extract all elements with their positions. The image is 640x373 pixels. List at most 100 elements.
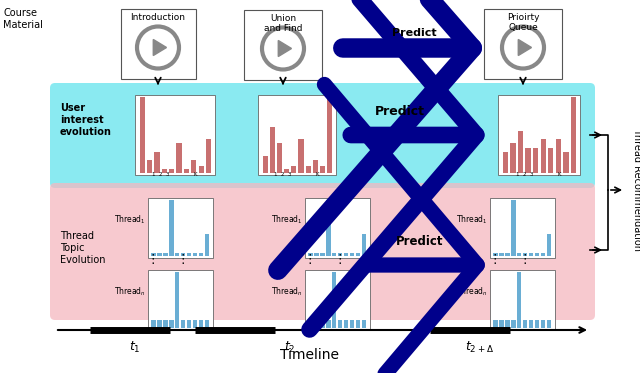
- Polygon shape: [278, 40, 291, 57]
- Text: $t_{2+\Delta}$: $t_{2+\Delta}$: [465, 340, 495, 355]
- Bar: [517, 253, 522, 256]
- Bar: [533, 148, 538, 173]
- Bar: [193, 253, 197, 256]
- Bar: [298, 139, 303, 173]
- Bar: [493, 253, 497, 256]
- Text: 1  2  3              K: 1 2 3 K: [516, 172, 562, 177]
- Bar: [269, 126, 275, 173]
- Bar: [529, 320, 534, 328]
- Bar: [547, 320, 552, 328]
- Polygon shape: [518, 40, 531, 56]
- Bar: [206, 139, 211, 173]
- Bar: [187, 253, 191, 256]
- Text: Predict: Predict: [392, 28, 436, 38]
- Bar: [511, 320, 515, 328]
- Bar: [362, 320, 366, 328]
- Bar: [198, 166, 204, 173]
- Bar: [147, 270, 212, 330]
- Bar: [151, 320, 156, 328]
- Bar: [326, 200, 330, 256]
- Bar: [199, 320, 204, 328]
- Bar: [181, 320, 186, 328]
- Bar: [541, 253, 545, 256]
- Text: Predict: Predict: [396, 235, 444, 248]
- Bar: [187, 320, 191, 328]
- Text: Union
and Find: Union and Find: [264, 14, 302, 34]
- Bar: [306, 166, 311, 173]
- Bar: [523, 320, 527, 328]
- Bar: [140, 97, 145, 173]
- Bar: [535, 320, 540, 328]
- Bar: [518, 131, 524, 173]
- Bar: [175, 272, 179, 328]
- Bar: [327, 97, 332, 173]
- Text: ⋮: ⋮: [489, 254, 501, 266]
- Bar: [499, 253, 504, 256]
- Text: Thread$_1$: Thread$_1$: [271, 214, 303, 226]
- Bar: [175, 253, 179, 256]
- Bar: [338, 253, 342, 256]
- Bar: [350, 320, 355, 328]
- Bar: [498, 95, 580, 175]
- Bar: [277, 144, 282, 173]
- Bar: [320, 166, 325, 173]
- Text: User
interest
evolution: User interest evolution: [60, 103, 112, 137]
- Bar: [356, 320, 360, 328]
- Bar: [511, 200, 515, 256]
- Bar: [154, 152, 159, 173]
- Bar: [284, 169, 289, 173]
- Bar: [541, 139, 546, 173]
- Bar: [529, 253, 534, 256]
- Bar: [510, 144, 516, 173]
- Bar: [193, 320, 197, 328]
- Bar: [314, 253, 319, 256]
- Bar: [163, 320, 168, 328]
- Bar: [157, 253, 161, 256]
- Text: Predict: Predict: [375, 105, 425, 118]
- Bar: [535, 253, 540, 256]
- Bar: [503, 152, 508, 173]
- Bar: [169, 200, 173, 256]
- Polygon shape: [153, 40, 166, 56]
- Text: Introduction: Introduction: [131, 13, 186, 22]
- Bar: [320, 320, 324, 328]
- Text: $t_2$: $t_2$: [284, 340, 296, 355]
- Bar: [338, 320, 342, 328]
- Bar: [362, 234, 366, 256]
- Bar: [205, 234, 209, 256]
- Bar: [199, 253, 204, 256]
- Bar: [350, 253, 355, 256]
- Text: Prioirty
Queue: Prioirty Queue: [507, 13, 540, 32]
- Bar: [517, 272, 522, 328]
- Text: ⋮: ⋮: [519, 254, 531, 266]
- Text: ⋮: ⋮: [177, 254, 189, 266]
- Text: 1  2  3              K: 1 2 3 K: [275, 172, 320, 177]
- Bar: [205, 320, 209, 328]
- Text: ⋮: ⋮: [304, 254, 316, 266]
- Bar: [547, 234, 552, 256]
- Bar: [262, 156, 268, 173]
- Bar: [332, 272, 337, 328]
- Bar: [344, 253, 348, 256]
- Bar: [135, 95, 215, 175]
- Bar: [525, 148, 531, 173]
- Bar: [305, 198, 369, 258]
- Bar: [162, 169, 167, 173]
- FancyBboxPatch shape: [244, 10, 322, 80]
- Bar: [184, 169, 189, 173]
- Text: Thread
Topic
Evolution: Thread Topic Evolution: [60, 231, 106, 266]
- Bar: [505, 253, 509, 256]
- FancyBboxPatch shape: [484, 9, 562, 79]
- Bar: [556, 139, 561, 173]
- Bar: [147, 198, 212, 258]
- FancyBboxPatch shape: [50, 183, 595, 320]
- Bar: [308, 253, 312, 256]
- Bar: [169, 320, 173, 328]
- Bar: [505, 320, 509, 328]
- Text: Thread$_n$: Thread$_n$: [114, 286, 146, 298]
- FancyBboxPatch shape: [120, 9, 195, 79]
- Bar: [157, 320, 161, 328]
- Bar: [493, 320, 497, 328]
- Bar: [326, 320, 330, 328]
- Text: ⋮: ⋮: [147, 254, 159, 266]
